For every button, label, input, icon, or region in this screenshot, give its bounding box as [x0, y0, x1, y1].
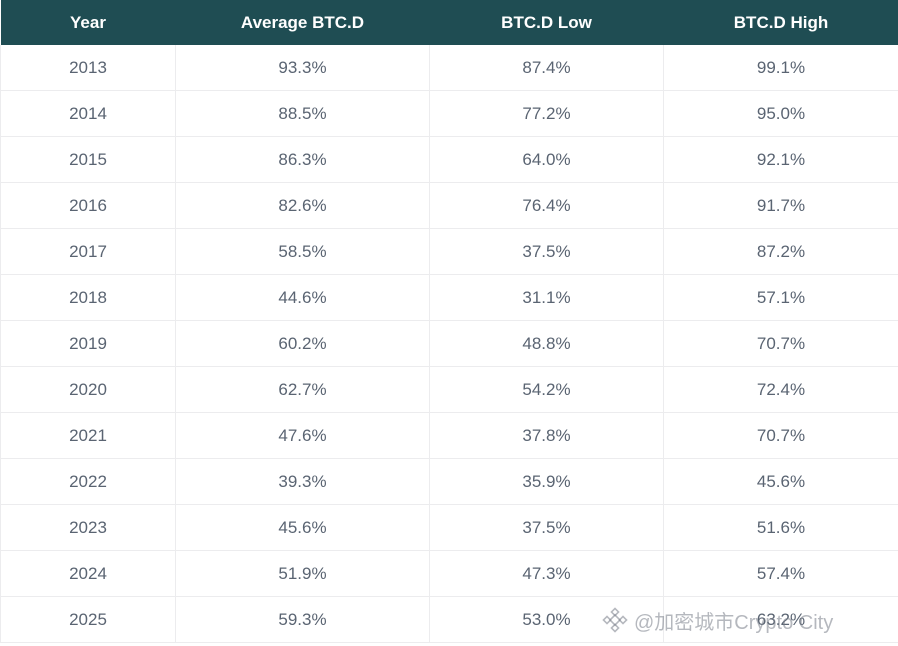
cell-high: 70.7% — [663, 412, 898, 459]
cell-low: 53.0% — [429, 596, 664, 643]
cell-high: 63.2% — [663, 596, 898, 643]
cell-low: 48.8% — [429, 320, 664, 367]
cell-average: 60.2% — [175, 320, 430, 367]
cell-low: 87.4% — [429, 45, 664, 91]
cell-average: 62.7% — [175, 366, 430, 413]
header-high: BTC.D High — [663, 0, 898, 45]
cell-low: 31.1% — [429, 274, 664, 321]
cell-low: 76.4% — [429, 182, 664, 229]
cell-high: 87.2% — [663, 228, 898, 275]
cell-average: 59.3% — [175, 596, 430, 643]
cell-low: 37.5% — [429, 504, 664, 551]
table-row: 2018 44.6% 31.1% 57.1% — [0, 274, 898, 321]
table-row: 2015 86.3% 64.0% 92.1% — [0, 136, 898, 183]
table-row: 2024 51.9% 47.3% 57.4% — [0, 550, 898, 597]
cell-high: 95.0% — [663, 90, 898, 137]
cell-low: 47.3% — [429, 550, 664, 597]
table-row: 2022 39.3% 35.9% 45.6% — [0, 458, 898, 505]
table-row: 2021 47.6% 37.8% 70.7% — [0, 412, 898, 459]
cell-year: 2021 — [0, 412, 176, 459]
header-average: Average BTC.D — [175, 0, 430, 45]
cell-year: 2018 — [0, 274, 176, 321]
cell-average: 86.3% — [175, 136, 430, 183]
cell-high: 57.1% — [663, 274, 898, 321]
cell-high: 99.1% — [663, 45, 898, 91]
cell-average: 93.3% — [175, 45, 430, 91]
header-year: Year — [0, 0, 176, 45]
cell-high: 57.4% — [663, 550, 898, 597]
table-row: 2020 62.7% 54.2% 72.4% — [0, 366, 898, 413]
cell-average: 82.6% — [175, 182, 430, 229]
cell-year: 2024 — [0, 550, 176, 597]
cell-year: 2019 — [0, 320, 176, 367]
table-body: 2013 93.3% 87.4% 99.1% 2014 88.5% 77.2% 95.0% 20… — [0, 45, 898, 643]
cell-high: 72.4% — [663, 366, 898, 413]
table-row: 2016 82.6% 76.4% 91.7% — [0, 182, 898, 229]
cell-high: 51.6% — [663, 504, 898, 551]
cell-year: 2025 — [0, 596, 176, 643]
table-row: 2023 45.6% 37.5% 51.6% — [0, 504, 898, 551]
header-row: Year Average BTC.D BTC.D Low BTC.D High — [0, 0, 898, 45]
cell-high: 92.1% — [663, 136, 898, 183]
cell-high: 45.6% — [663, 458, 898, 505]
table-row: 2017 58.5% 37.5% 87.2% — [0, 228, 898, 275]
cell-low: 64.0% — [429, 136, 664, 183]
header-low: BTC.D Low — [429, 0, 664, 45]
table-row: 2019 60.2% 48.8% 70.7% — [0, 320, 898, 367]
cell-low: 77.2% — [429, 90, 664, 137]
cell-year: 2016 — [0, 182, 176, 229]
cell-average: 45.6% — [175, 504, 430, 551]
cell-low: 37.5% — [429, 228, 664, 275]
cell-year: 2023 — [0, 504, 176, 551]
cell-average: 88.5% — [175, 90, 430, 137]
table-row: 2014 88.5% 77.2% 95.0% — [0, 90, 898, 137]
cell-high: 70.7% — [663, 320, 898, 367]
cell-low: 54.2% — [429, 366, 664, 413]
cell-average: 47.6% — [175, 412, 430, 459]
cell-year: 2013 — [0, 45, 176, 91]
cell-year: 2020 — [0, 366, 176, 413]
cell-year: 2017 — [0, 228, 176, 275]
cell-low: 37.8% — [429, 412, 664, 459]
cell-high: 91.7% — [663, 182, 898, 229]
table-row: 2025 59.3% 53.0% 63.2% — [0, 596, 898, 643]
cell-low: 35.9% — [429, 458, 664, 505]
table-row: 2013 93.3% 87.4% 99.1% — [0, 45, 898, 91]
cell-year: 2014 — [0, 90, 176, 137]
cell-average: 58.5% — [175, 228, 430, 275]
cell-year: 2022 — [0, 458, 176, 505]
cell-average: 44.6% — [175, 274, 430, 321]
cell-year: 2015 — [0, 136, 176, 183]
cell-average: 51.9% — [175, 550, 430, 597]
cell-average: 39.3% — [175, 458, 430, 505]
